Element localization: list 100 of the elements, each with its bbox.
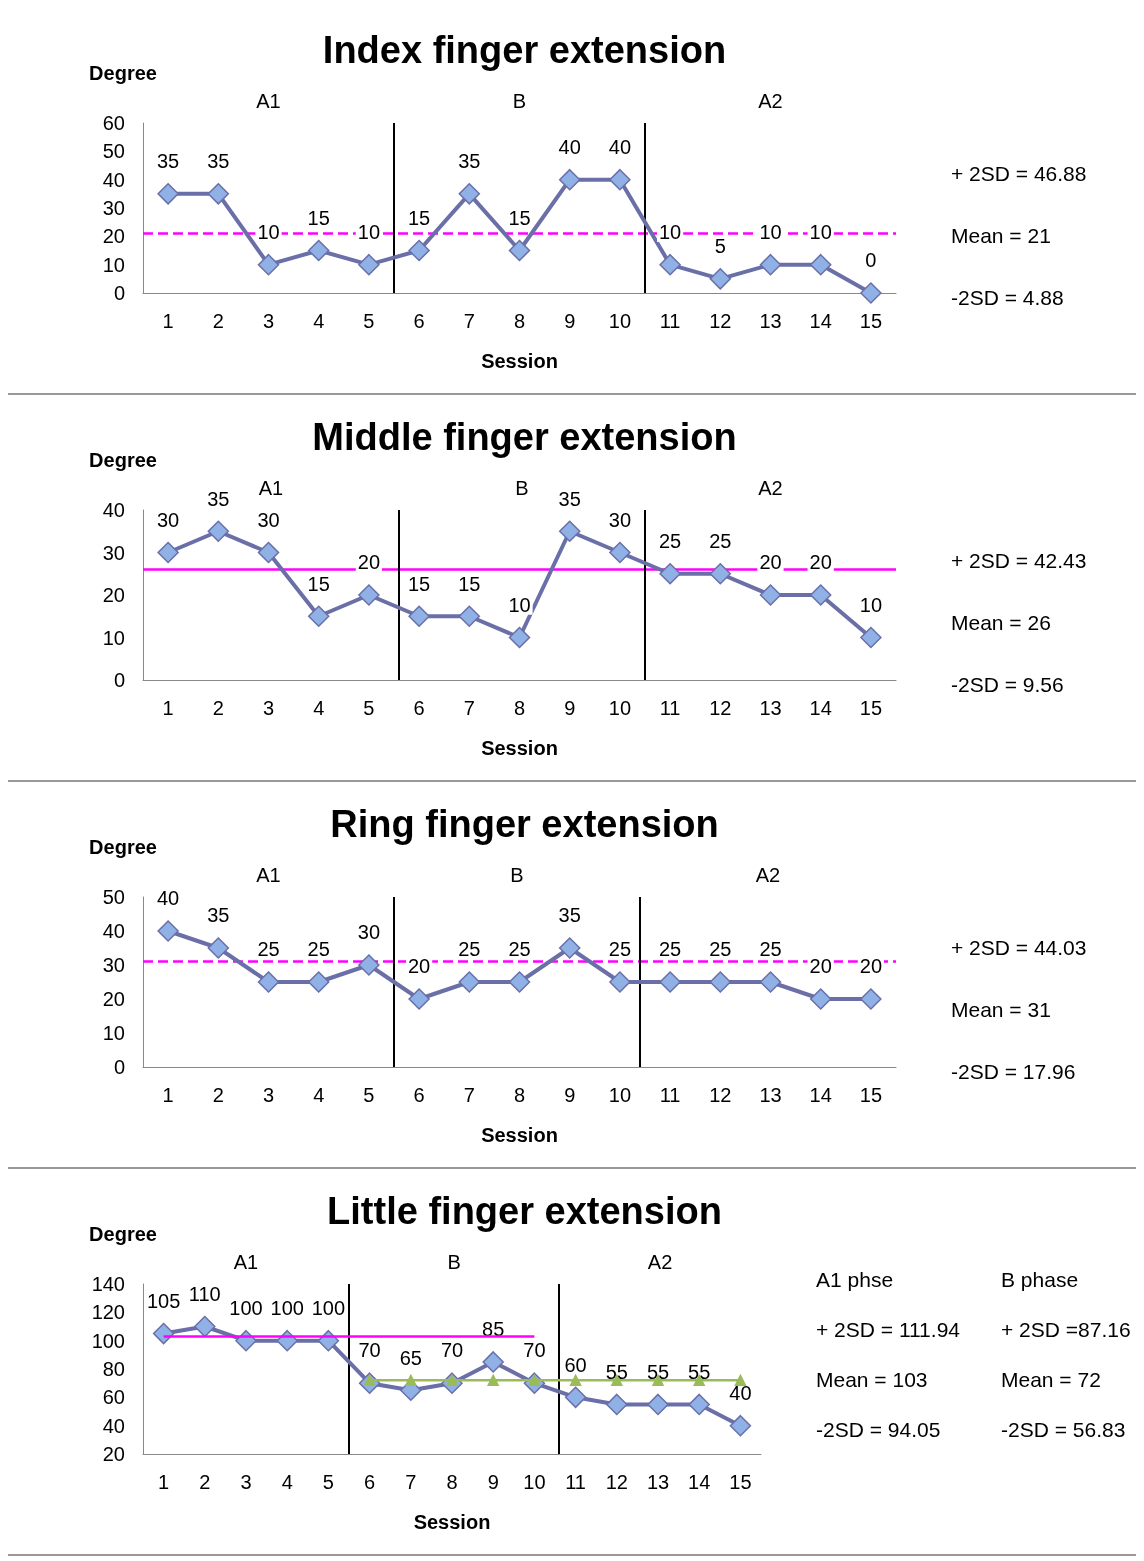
text: Mean = 31 bbox=[951, 997, 1051, 1021]
data-label: 15 bbox=[307, 572, 330, 595]
data-label: 35 bbox=[156, 150, 180, 173]
data-label: 30 bbox=[608, 508, 632, 531]
x-tick-label: 6 bbox=[413, 1084, 425, 1106]
x-tick-label: 5 bbox=[363, 1084, 375, 1106]
data-label: 35 bbox=[458, 150, 481, 173]
text: B phase bbox=[1001, 1267, 1079, 1291]
data-label: 15 bbox=[458, 572, 481, 595]
data-label: 25 bbox=[658, 530, 682, 552]
x-tick-label: 8 bbox=[513, 697, 526, 719]
text: Mean = 21 bbox=[951, 223, 1051, 247]
data-label: 25 bbox=[759, 938, 782, 961]
x-axis-title: Session bbox=[481, 1124, 558, 1146]
data-label: 10 bbox=[257, 220, 280, 243]
text: B bbox=[447, 1251, 461, 1273]
data-label: 40 bbox=[558, 135, 581, 158]
text: + 2SD = 111.94 bbox=[816, 1317, 961, 1341]
data-label: 70 bbox=[358, 1339, 381, 1362]
data-label: 40 bbox=[156, 887, 180, 910]
x-tick-label: 8 bbox=[446, 1471, 458, 1493]
y-tick-label: 30 bbox=[102, 541, 125, 564]
y-tick-label: 0 bbox=[113, 669, 125, 691]
x-tick-label: 15 bbox=[859, 1084, 883, 1106]
y-tick-label: 50 bbox=[102, 140, 125, 163]
data-label: 25 bbox=[458, 938, 481, 961]
text: Mean = 72 bbox=[1001, 1367, 1101, 1391]
x-axis-title: Session bbox=[481, 737, 558, 759]
x-tick-label: 13 bbox=[646, 1471, 670, 1493]
y-axis-title: Degree bbox=[89, 62, 157, 84]
x-tick-label: 3 bbox=[262, 1084, 275, 1106]
text: A2 bbox=[647, 1251, 673, 1273]
x-tick-label: 14 bbox=[809, 310, 832, 332]
x-tick-label: 9 bbox=[564, 310, 576, 332]
text: -2SD = 56.83 bbox=[1001, 1417, 1126, 1441]
data-label: 25 bbox=[709, 938, 732, 961]
data-label: 5 bbox=[714, 235, 726, 258]
data-label: 110 bbox=[188, 1282, 221, 1305]
text: -2SD = 17.96 bbox=[951, 1059, 1076, 1083]
x-tick-label: 7 bbox=[463, 310, 475, 332]
x-tick-label: 15 bbox=[859, 697, 883, 719]
x-tick-label: 14 bbox=[809, 1084, 832, 1106]
x-tick-label: 9 bbox=[564, 697, 576, 719]
x-tick-label: 13 bbox=[759, 1084, 782, 1106]
data-label: 40 bbox=[608, 135, 632, 158]
data-label: 70 bbox=[440, 1339, 464, 1362]
data-label: 15 bbox=[407, 572, 431, 595]
data-label: 20 bbox=[407, 955, 431, 978]
x-tick-label: 14 bbox=[688, 1471, 711, 1493]
x-tick-label: 7 bbox=[405, 1471, 417, 1493]
data-label: 20 bbox=[859, 955, 883, 978]
data-label: 30 bbox=[156, 508, 180, 531]
text: A1 bbox=[256, 90, 281, 112]
data-label: 25 bbox=[508, 938, 531, 961]
text: A1 phse bbox=[816, 1267, 894, 1291]
data-label: 0 bbox=[865, 249, 877, 272]
data-label: 100 bbox=[270, 1296, 304, 1319]
x-tick-label: 4 bbox=[313, 1084, 325, 1106]
x-tick-label: 2 bbox=[212, 1084, 224, 1106]
text: + 2SD = 44.03 bbox=[951, 935, 1087, 959]
x-tick-label: 9 bbox=[564, 1084, 576, 1106]
data-label: 10 bbox=[658, 220, 682, 243]
data-label: 20 bbox=[809, 551, 832, 574]
data-label: 35 bbox=[558, 487, 581, 510]
data-label: 20 bbox=[809, 955, 832, 978]
x-tick-label: 2 bbox=[212, 310, 224, 332]
data-label: 55 bbox=[646, 1360, 670, 1383]
y-tick-label: 50 bbox=[102, 886, 125, 908]
x-tick-label: 3 bbox=[240, 1471, 252, 1493]
text: A2 bbox=[755, 864, 781, 886]
text: A2 bbox=[758, 90, 783, 112]
x-tick-label: 12 bbox=[709, 310, 732, 332]
data-label: 15 bbox=[407, 206, 431, 229]
x-tick-label: 11 bbox=[565, 1471, 586, 1493]
x-tick-label: 15 bbox=[729, 1471, 752, 1493]
x-tick-label: 8 bbox=[513, 310, 526, 332]
y-tick-label: 80 bbox=[102, 1358, 125, 1380]
data-label: 55 bbox=[605, 1360, 628, 1383]
text: Mean = 103 bbox=[816, 1367, 928, 1391]
x-tick-label: 11 bbox=[659, 1084, 681, 1106]
data-label: 60 bbox=[564, 1353, 587, 1376]
data-label: 85 bbox=[482, 1318, 505, 1341]
data-label: 25 bbox=[658, 938, 682, 961]
x-tick-label: 5 bbox=[363, 697, 375, 719]
text: + 2SD = 46.88 bbox=[951, 161, 1087, 185]
data-label: 105 bbox=[146, 1289, 181, 1312]
y-tick-label: 0 bbox=[113, 1056, 125, 1078]
x-tick-label: 15 bbox=[859, 310, 883, 332]
data-label: 35 bbox=[207, 487, 230, 510]
y-tick-label: 20 bbox=[102, 584, 125, 606]
y-tick-label: 10 bbox=[102, 1022, 125, 1044]
text: -2SD = 4.88 bbox=[951, 285, 1064, 309]
text: A1 bbox=[256, 864, 281, 886]
x-tick-label: 6 bbox=[413, 310, 425, 332]
data-label: 30 bbox=[257, 508, 280, 531]
x-tick-label: 13 bbox=[759, 697, 782, 719]
x-tick-label: 10 bbox=[608, 1084, 632, 1106]
x-tick-label: 1 bbox=[162, 697, 174, 719]
text: B bbox=[515, 477, 529, 499]
y-axis-title: Degree bbox=[89, 449, 157, 471]
